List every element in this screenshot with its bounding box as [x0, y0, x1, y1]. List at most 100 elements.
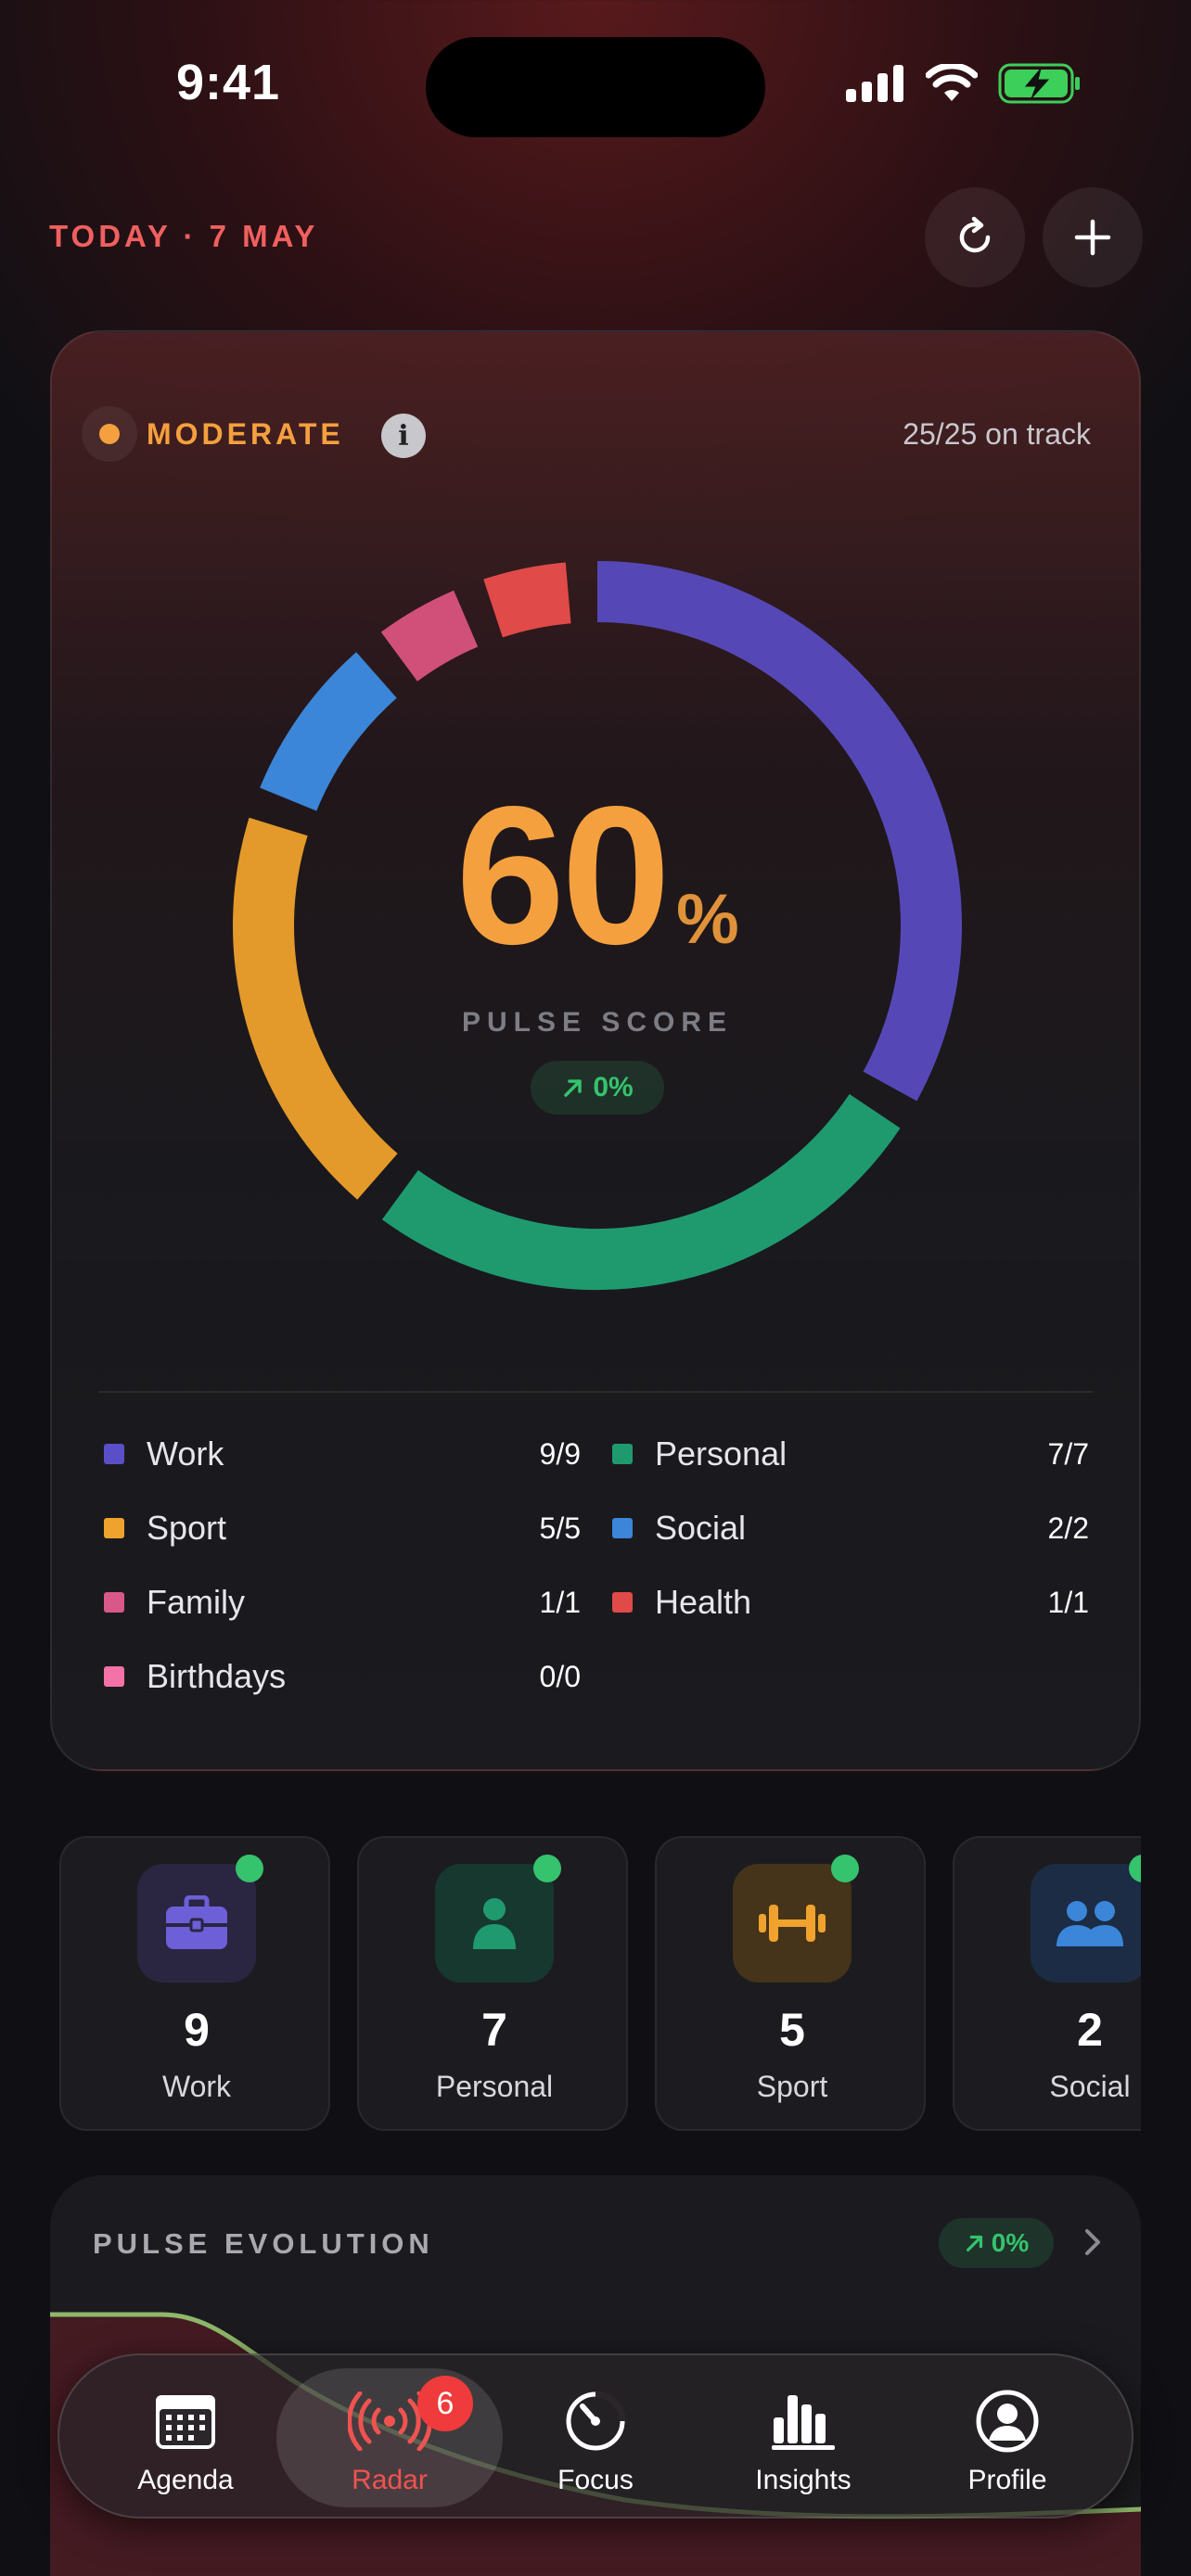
legend-count: 1/1 — [1047, 1585, 1089, 1619]
radar-badge: 6 — [417, 2376, 473, 2431]
tab-label: Radar — [352, 2465, 428, 2495]
tile-icon-bg — [1031, 1864, 1141, 1983]
pulse-score-unit: % — [676, 880, 739, 959]
status-bar: 9:41 — [0, 0, 1191, 167]
tab-icon-wrap — [894, 2387, 1121, 2455]
tile-label: Work — [161, 2070, 232, 2103]
legend-name: Work — [147, 1435, 224, 1473]
legend-item-family: Family 1/1 — [98, 1565, 581, 1639]
tile-icon-bg — [137, 1864, 256, 1983]
donut-segment-family — [380, 590, 479, 682]
tab-label: Agenda — [137, 2465, 234, 2495]
legend-name: Family — [147, 1583, 245, 1621]
evolution-delta-value: 0% — [991, 2228, 1030, 2257]
legend-count: 7/7 — [1047, 1436, 1089, 1471]
category-tiles: 9 Work 7 Personal 5 Sport — [59, 1836, 1141, 2133]
on-track-text: 25/25 on track — [903, 417, 1091, 451]
tile-label: Personal — [435, 2070, 554, 2103]
trend-up-icon — [966, 2235, 982, 2251]
legend-swatch — [612, 1592, 633, 1613]
tile-count: 5 — [779, 2004, 805, 2056]
legend-count: 5/5 — [539, 1511, 581, 1545]
wifi-icon — [926, 64, 978, 101]
tile-work[interactable]: 9 Work — [59, 1836, 330, 2131]
donut-segment-work — [596, 561, 962, 1102]
gauge-icon — [566, 2391, 626, 2451]
legend-item-sport: Sport 5/5 — [98, 1491, 581, 1565]
profile-icon — [976, 2390, 1039, 2453]
legend-name: Birthdays — [147, 1657, 287, 1695]
header-date: TODAY · 7 MAY — [49, 219, 319, 253]
score-wrap: 60% — [52, 777, 1143, 974]
evolution-title: PULSE EVOLUTION — [93, 2227, 434, 2260]
legend-item-health: Health 1/1 — [607, 1565, 1089, 1639]
legend-swatch — [104, 1444, 124, 1464]
tile-label: Sport — [756, 2070, 828, 2103]
legend-name: Social — [655, 1509, 747, 1547]
chevron-right-icon[interactable] — [1074, 2224, 1111, 2261]
evolution-delta-badge: 0% — [939, 2218, 1054, 2268]
person-icon — [473, 1898, 516, 1949]
dumbbell-icon — [759, 1905, 826, 1942]
pulse-card[interactable]: MODERATE i 25/25 on track 60% PULSE SCOR… — [50, 330, 1141, 1771]
donut-segment-sport — [233, 817, 398, 1200]
tab-profile[interactable]: Profile — [894, 2368, 1121, 2507]
add-button[interactable] — [1043, 187, 1143, 287]
tab-insights[interactable]: Insights — [690, 2368, 916, 2507]
pulse-donut-chart — [233, 561, 962, 1290]
pulse-score-label: PULSE SCORE — [461, 1007, 734, 1038]
tile-status-dot — [533, 1855, 561, 1882]
legend-row: Family 1/1 Health 1/1 — [98, 1565, 1096, 1639]
tab-focus[interactable]: Focus — [482, 2368, 709, 2507]
trend-up-icon — [564, 1079, 583, 1097]
legend-item-birthdays: Birthdays 0/0 — [98, 1639, 581, 1714]
tab-bar: Agenda 6 Radar — [58, 2353, 1133, 2519]
legend-count: 1/1 — [539, 1585, 581, 1619]
battery-charging-icon — [998, 63, 1080, 104]
legend-swatch — [612, 1444, 633, 1464]
tab-icon-wrap — [690, 2387, 916, 2455]
tab-icon-wrap — [482, 2387, 709, 2455]
tab-label: Focus — [557, 2465, 634, 2495]
tab-agenda[interactable]: Agenda — [72, 2368, 299, 2507]
tab-radar[interactable]: 6 Radar — [276, 2368, 503, 2507]
legend-row: Birthdays 0/0 — [98, 1639, 1096, 1714]
refresh-button[interactable] — [925, 187, 1025, 287]
plus-icon — [1074, 219, 1111, 256]
tile-sport[interactable]: 5 Sport — [655, 1836, 926, 2131]
tile-count: 7 — [481, 2004, 507, 2056]
donut-segment-health — [483, 562, 572, 638]
refresh-icon — [959, 216, 991, 253]
tab-icon-wrap — [72, 2387, 299, 2455]
tile-count: 9 — [184, 2004, 210, 2056]
calendar-icon — [156, 2395, 215, 2449]
bar-chart-icon — [772, 2395, 835, 2450]
divider — [98, 1391, 1093, 1393]
tile-status-dot — [1129, 1855, 1141, 1882]
legend-row: Sport 5/5 Social 2/2 — [98, 1491, 1096, 1565]
tab-label: Insights — [755, 2465, 852, 2495]
tile-social[interactable]: 2 Social — [953, 1836, 1141, 2131]
donut-segment-personal — [381, 1093, 901, 1290]
tab-label: Profile — [967, 2465, 1047, 2495]
briefcase-icon — [166, 1895, 227, 1949]
tile-status-dot — [831, 1855, 859, 1882]
legend-item-work: Work 9/9 — [98, 1417, 581, 1491]
info-icon[interactable]: i — [381, 414, 426, 458]
people-icon — [1057, 1901, 1123, 1946]
legend-name: Sport — [147, 1509, 227, 1547]
legend-row: Work 9/9 Personal 7/7 — [98, 1417, 1096, 1491]
tile-personal[interactable]: 7 Personal — [357, 1836, 628, 2131]
legend-swatch — [104, 1518, 124, 1538]
legend-item-social: Social 2/2 — [607, 1491, 1089, 1565]
tile-status-dot — [236, 1855, 263, 1882]
legend-swatch — [104, 1666, 124, 1687]
legend-name: Health — [655, 1583, 752, 1621]
status-dot — [99, 424, 120, 444]
legend-swatch — [104, 1592, 124, 1613]
legend-count: 2/2 — [1047, 1511, 1089, 1545]
status-icons — [846, 63, 1082, 104]
tile-icon-bg — [733, 1864, 852, 1983]
status-pill: MODERATE — [82, 406, 344, 462]
legend-count: 0/0 — [539, 1659, 581, 1693]
